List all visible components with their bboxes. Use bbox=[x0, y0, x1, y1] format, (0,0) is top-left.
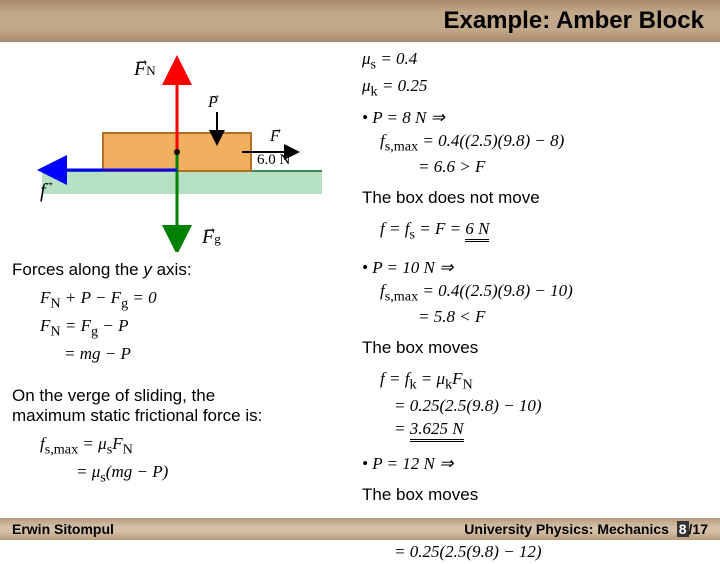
slide-body: → FN → f → Fg → P → F 6.0 N Forces along… bbox=[0, 42, 720, 518]
free-body-diagram: → FN → f → Fg → P → F 6.0 N bbox=[12, 52, 332, 252]
label-fg: → Fg bbox=[202, 226, 221, 249]
label-F-value: 6.0 N bbox=[257, 152, 290, 169]
caption-verge: On the verge of sliding, the maximum sta… bbox=[12, 386, 348, 426]
eq-y-axis: FN + P − Fg = 0 FN = Fg − P = mg − P bbox=[12, 286, 348, 366]
label-f: → f bbox=[40, 180, 46, 203]
slide-footer: Erwin Sitompul University Physics: Mecha… bbox=[0, 518, 720, 540]
case-p8: • P = 8 N ⇒ fs,max = 0.4((2.5)(9.8) − 8)… bbox=[362, 107, 716, 245]
label-F-applied: → F bbox=[270, 128, 280, 146]
note-moves-1: The box moves bbox=[362, 337, 716, 360]
label-fn: → FN bbox=[134, 58, 156, 81]
footer-author: Erwin Sitompul bbox=[12, 521, 114, 537]
label-p: → P bbox=[208, 94, 218, 112]
note-not-move: The box does not move bbox=[362, 187, 716, 210]
case-p12: • P = 12 N ⇒ The box moves f = fk = μkFN… bbox=[362, 453, 716, 564]
case-p10: • P = 10 N ⇒ fs,max = 0.4((2.5)(9.8) − 1… bbox=[362, 257, 716, 441]
mu-values: μs = 0.4 μk = 0.25 bbox=[362, 48, 716, 101]
right-column: μs = 0.4 μk = 0.25 • P = 8 N ⇒ fs,max = … bbox=[360, 42, 720, 518]
footer-course: University Physics: Mechanics 8/17 bbox=[464, 521, 708, 537]
note-moves-2: The box moves bbox=[362, 484, 716, 507]
page-total: /17 bbox=[689, 521, 708, 537]
left-column: → FN → f → Fg → P → F 6.0 N Forces along… bbox=[0, 42, 360, 518]
page-current: 8 bbox=[677, 521, 689, 537]
eq-fsmax: fs,max = μsFN = μs(mg − P) bbox=[12, 432, 348, 488]
caption-y-axis: Forces along the y axis: bbox=[12, 260, 348, 280]
slide-title: Example: Amber Block bbox=[0, 0, 720, 42]
